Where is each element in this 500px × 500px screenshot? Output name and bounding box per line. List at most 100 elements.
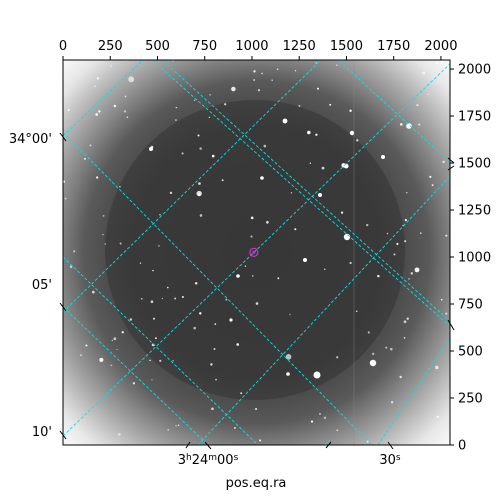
star [161, 297, 163, 300]
plot-frame [62, 59, 451, 446]
star [416, 104, 419, 107]
star [377, 274, 380, 278]
star [132, 382, 136, 385]
star [263, 144, 267, 148]
star [399, 375, 402, 379]
star [175, 106, 178, 109]
star [139, 262, 142, 264]
bright-star [286, 372, 290, 376]
ra-tick [204, 441, 212, 450]
star [177, 424, 180, 427]
star [255, 302, 259, 305]
star [199, 312, 202, 315]
bright-star [343, 233, 351, 241]
bright-star [369, 359, 377, 367]
star [196, 190, 202, 197]
star [419, 232, 422, 235]
top-tick-label: 1750 [377, 39, 410, 54]
star [194, 281, 198, 285]
star [175, 119, 177, 121]
star [96, 77, 100, 80]
bright-star [313, 371, 321, 379]
star [405, 191, 408, 194]
right-tick-label: 2000 [458, 63, 491, 78]
star [123, 110, 127, 113]
star [95, 113, 99, 116]
grid-line [337, 60, 450, 163]
ra-label-30s: 30s [379, 453, 401, 468]
star [349, 109, 352, 112]
top-tick-label: 250 [98, 39, 123, 54]
star [121, 331, 124, 334]
star [175, 425, 177, 427]
star [396, 242, 399, 246]
dec-label-05: 05' [32, 278, 52, 293]
star [215, 378, 217, 381]
star [445, 234, 448, 237]
star [199, 147, 202, 150]
star [102, 214, 105, 217]
star [442, 160, 445, 164]
top-tick-label: 750 [192, 39, 217, 54]
star [124, 95, 127, 98]
star [211, 154, 215, 158]
star [294, 228, 297, 231]
top-tick-label: 0 [59, 39, 67, 54]
ra-tick [325, 441, 332, 449]
star [321, 166, 325, 170]
right-tick-label: 0 [458, 439, 466, 454]
star [83, 157, 86, 160]
grid-line [161, 60, 450, 322]
star [418, 123, 421, 126]
star [73, 250, 76, 253]
star [271, 79, 273, 81]
star [193, 326, 196, 330]
star [197, 134, 200, 137]
bright-star [149, 147, 153, 151]
coordinate-grid [63, 60, 450, 445]
star [319, 413, 321, 415]
right-tick-label: 1250 [458, 204, 491, 219]
star [214, 323, 217, 325]
star [167, 286, 169, 289]
star [341, 163, 346, 168]
star [99, 357, 104, 362]
star [310, 420, 314, 423]
star [181, 295, 184, 299]
star [102, 233, 104, 236]
right-tick-label: 750 [458, 298, 483, 313]
star [277, 277, 280, 280]
star [309, 162, 312, 164]
star [151, 379, 153, 381]
star [316, 87, 320, 90]
star [80, 354, 82, 357]
star [159, 359, 162, 362]
star [140, 297, 143, 300]
grid-line [324, 439, 331, 445]
star [366, 440, 369, 443]
star [113, 337, 117, 341]
star [408, 278, 410, 280]
bright-star [349, 130, 355, 136]
star [126, 116, 129, 118]
grid-line [151, 60, 450, 328]
right-tick-label: 1500 [458, 157, 491, 172]
grid-line [63, 63, 450, 437]
star [315, 133, 318, 136]
star [403, 337, 406, 339]
star [158, 245, 160, 247]
bottom-axis-label: pos.eq.ra [226, 476, 287, 491]
star [266, 220, 269, 224]
ra-label-3h24m00s: 3h24m00s [178, 453, 239, 468]
right-tick-label: 500 [458, 345, 483, 360]
star [440, 298, 443, 301]
star [111, 339, 113, 342]
star [94, 85, 96, 88]
star [98, 110, 101, 113]
star [307, 130, 311, 135]
star [154, 337, 157, 340]
star [404, 240, 407, 243]
star [385, 346, 388, 349]
top-tick-label: 1250 [283, 39, 316, 54]
